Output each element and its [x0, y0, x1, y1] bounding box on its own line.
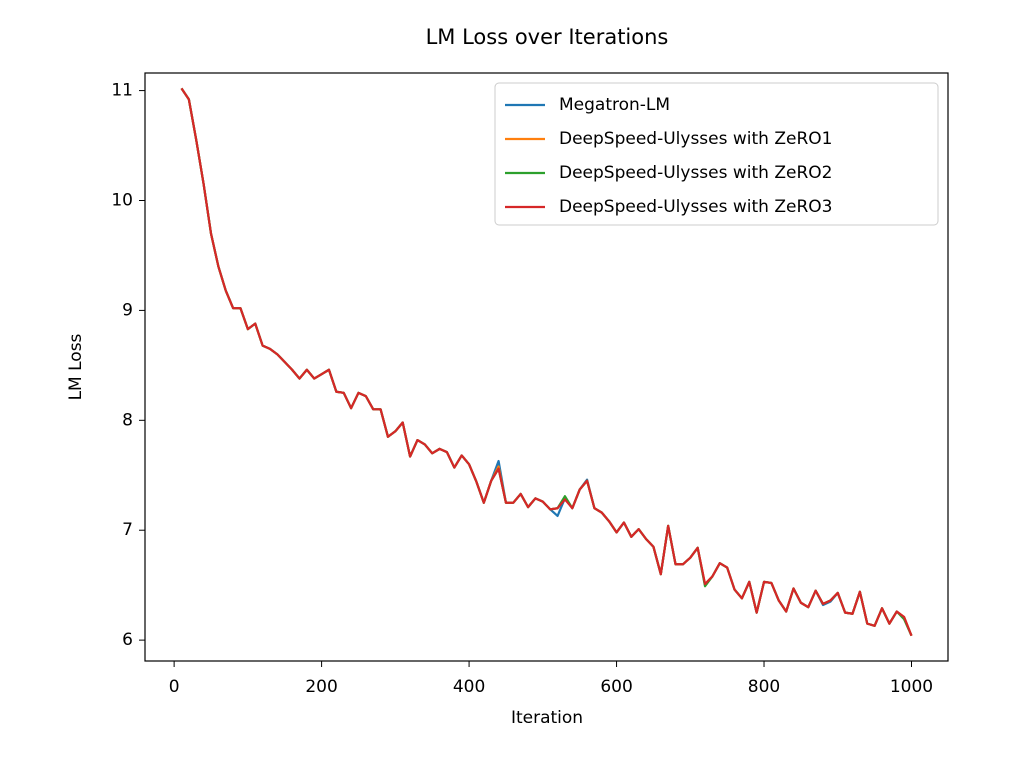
chart-title: LM Loss over Iterations: [426, 25, 669, 49]
x-axis-label: Iteration: [511, 708, 583, 728]
legend-label: DeepSpeed-Ulysses with ZeRO3: [559, 197, 832, 217]
legend-label: Megatron-LM: [559, 95, 670, 115]
y-tick-label: 8: [122, 410, 133, 430]
y-tick-label: 11: [111, 81, 133, 101]
legend-label: DeepSpeed-Ulysses with ZeRO2: [559, 163, 832, 183]
y-tick-label: 10: [111, 190, 133, 210]
plot-frame: [144, 72, 949, 662]
x-tick-label: 0: [169, 677, 180, 697]
legend-box: [494, 82, 939, 226]
y-tick-label: 6: [122, 630, 133, 650]
x-tick-label: 800: [748, 677, 780, 697]
y-tick-label: 7: [122, 520, 133, 540]
series-line: [180, 87, 913, 637]
x-tick-label: 600: [600, 677, 632, 697]
y-axis-label: LM Loss: [66, 333, 86, 400]
x-tick-label: 400: [453, 677, 485, 697]
x-tick-label: 1000: [890, 677, 933, 697]
x-tick-label: 200: [305, 677, 337, 697]
legend: Megatron-LM DeepSpeed-Ulysses with ZeRO1 D…: [494, 82, 939, 226]
legend-label: DeepSpeed-Ulysses with ZeRO1: [559, 129, 832, 149]
y-tick-label: 9: [122, 300, 133, 320]
